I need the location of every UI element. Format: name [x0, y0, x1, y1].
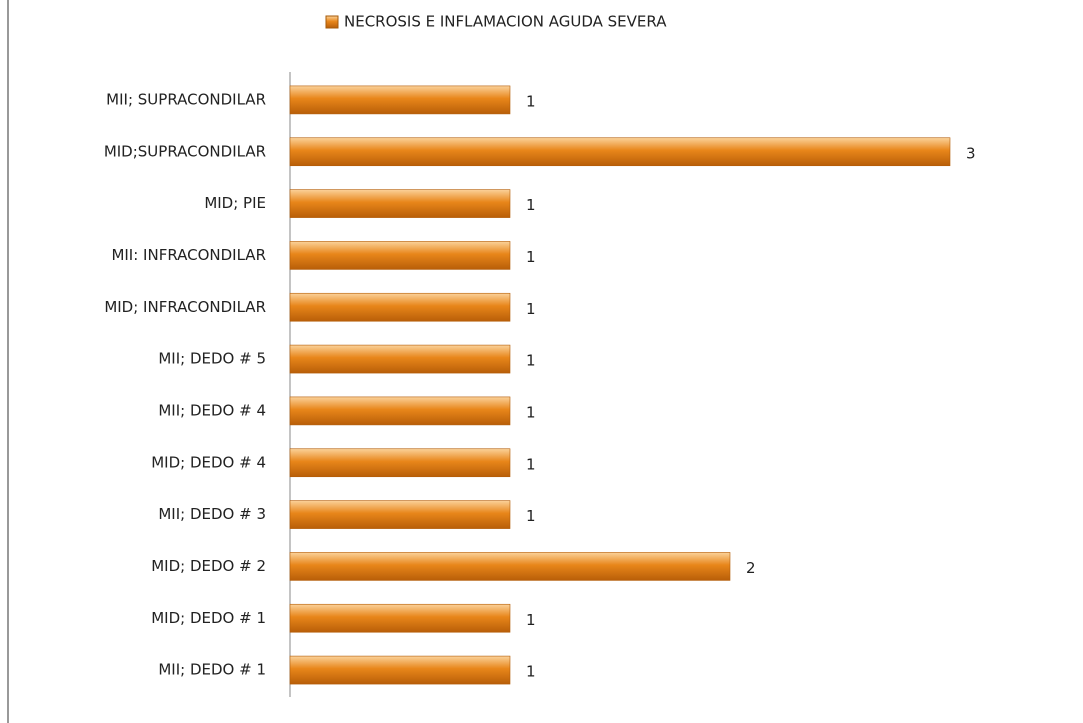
bar [289, 241, 511, 270]
data-label: 1 [526, 403, 536, 421]
bar [289, 655, 511, 685]
y-tick-label: MID; DEDO # 1 [151, 609, 266, 627]
bar [289, 189, 511, 218]
data-label: 1 [526, 352, 536, 370]
y-tick-label: MII; DEDO # 5 [158, 350, 266, 368]
y-tick-label: MID; DEDO # 4 [151, 453, 266, 471]
y-tick-label: MII; SUPRACONDILAR [106, 90, 266, 108]
data-label: 1 [526, 455, 536, 473]
bar [289, 448, 511, 478]
data-label: 2 [746, 559, 756, 577]
data-label: 1 [526, 663, 536, 681]
data-label: 1 [526, 507, 536, 525]
bar [289, 552, 731, 581]
bar [289, 85, 511, 115]
data-label: 1 [526, 92, 536, 110]
y-tick-label: MID; PIE [204, 194, 266, 212]
bar [289, 292, 511, 322]
data-label: 3 [966, 144, 976, 162]
bar [289, 344, 511, 374]
bar [289, 603, 511, 633]
y-tick-label: MII: INFRACONDILAR [111, 246, 266, 264]
data-label: 1 [526, 300, 536, 318]
y-tick-label: MII; DEDO # 4 [158, 401, 266, 419]
y-tick-label: MII; DEDO # 1 [158, 661, 266, 679]
legend-swatch [325, 15, 339, 29]
y-tick-label: MID;SUPRACONDILAR [104, 142, 266, 160]
bar [289, 137, 951, 167]
data-label: 1 [526, 248, 536, 266]
legend-label: NECROSIS E INFLAMACION AGUDA SEVERA [344, 13, 667, 31]
y-tick-label: MID; DEDO # 2 [151, 557, 266, 575]
data-label: 1 [526, 196, 536, 214]
y-tick-label: MID; INFRACONDILAR [104, 298, 266, 316]
y-tick-label: MII; DEDO # 3 [158, 505, 266, 523]
bar [289, 500, 511, 529]
data-label: 1 [526, 611, 536, 629]
bar [289, 396, 511, 426]
